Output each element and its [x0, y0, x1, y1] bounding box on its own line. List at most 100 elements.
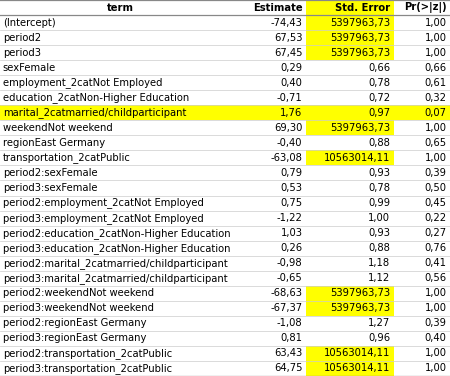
Text: -74,43: -74,43 — [270, 18, 302, 27]
Text: 67,45: 67,45 — [274, 48, 302, 58]
Text: 10563014,11: 10563014,11 — [324, 153, 390, 163]
Text: 1,00: 1,00 — [368, 213, 390, 223]
Bar — [394, 105, 450, 120]
Text: 0,88: 0,88 — [368, 138, 390, 148]
Bar — [0, 346, 241, 361]
Bar — [306, 0, 394, 15]
Text: Estimate: Estimate — [253, 3, 302, 12]
Bar — [0, 30, 241, 45]
Bar — [394, 331, 450, 346]
Text: period2:sexFemale: period2:sexFemale — [3, 168, 97, 178]
Text: regionEast Germany: regionEast Germany — [3, 138, 105, 148]
Bar — [0, 135, 241, 150]
Bar — [241, 180, 306, 196]
Bar — [241, 196, 306, 211]
Text: employment_2catNot Employed: employment_2catNot Employed — [3, 77, 162, 88]
Bar — [241, 165, 306, 180]
Bar — [394, 45, 450, 60]
Text: 1,03: 1,03 — [280, 228, 302, 238]
Bar — [241, 301, 306, 316]
Text: 64,75: 64,75 — [274, 364, 302, 373]
Text: 0,65: 0,65 — [424, 138, 446, 148]
Text: education_2catNon-Higher Education: education_2catNon-Higher Education — [3, 92, 189, 103]
Bar — [394, 271, 450, 286]
Text: 0,76: 0,76 — [424, 243, 446, 253]
Bar — [0, 241, 241, 256]
Text: 1,76: 1,76 — [280, 108, 302, 118]
Text: 1,00: 1,00 — [424, 349, 446, 358]
Bar — [0, 211, 241, 226]
Bar — [306, 165, 394, 180]
Bar — [306, 75, 394, 90]
Text: 1,00: 1,00 — [424, 288, 446, 298]
Bar — [306, 45, 394, 60]
Text: 10563014,11: 10563014,11 — [324, 364, 390, 373]
Text: 1,18: 1,18 — [368, 258, 390, 268]
Bar — [0, 45, 241, 60]
Bar — [394, 165, 450, 180]
Bar — [241, 0, 306, 15]
Bar — [0, 256, 241, 271]
Text: 10563014,11: 10563014,11 — [324, 349, 390, 358]
Text: 0,50: 0,50 — [424, 183, 446, 193]
Bar — [0, 0, 241, 15]
Bar — [241, 60, 306, 75]
Bar — [0, 286, 241, 301]
Text: -1,08: -1,08 — [277, 318, 302, 328]
Bar — [306, 316, 394, 331]
Bar — [241, 150, 306, 165]
Bar — [394, 346, 450, 361]
Bar — [0, 226, 241, 241]
Text: period3: period3 — [3, 48, 40, 58]
Bar — [306, 30, 394, 45]
Bar — [241, 90, 306, 105]
Text: period2:employment_2catNot Employed: period2:employment_2catNot Employed — [3, 197, 203, 209]
Bar — [0, 75, 241, 90]
Bar — [241, 45, 306, 60]
Text: -63,08: -63,08 — [270, 153, 302, 163]
Text: weekendNot weekend: weekendNot weekend — [3, 123, 112, 133]
Text: period3:education_2catNon-Higher Education: period3:education_2catNon-Higher Educati… — [3, 243, 230, 254]
Text: 63,43: 63,43 — [274, 349, 302, 358]
Bar — [241, 346, 306, 361]
Text: 69,30: 69,30 — [274, 123, 302, 133]
Bar — [306, 211, 394, 226]
Text: 5397963,73: 5397963,73 — [330, 123, 390, 133]
Text: 0,66: 0,66 — [424, 63, 446, 73]
Bar — [306, 346, 394, 361]
Bar — [0, 15, 241, 30]
Text: Pr(>|z|): Pr(>|z|) — [404, 2, 446, 13]
Text: 5397963,73: 5397963,73 — [330, 48, 390, 58]
Bar — [306, 105, 394, 120]
Bar — [394, 256, 450, 271]
Text: period3:regionEast Germany: period3:regionEast Germany — [3, 334, 146, 343]
Text: 1,12: 1,12 — [368, 273, 390, 283]
Text: 0,40: 0,40 — [424, 334, 446, 343]
Text: 0,66: 0,66 — [368, 63, 390, 73]
Bar — [394, 241, 450, 256]
Bar — [0, 60, 241, 75]
Bar — [0, 316, 241, 331]
Text: -67,37: -67,37 — [270, 303, 302, 313]
Text: 0,81: 0,81 — [280, 334, 302, 343]
Bar — [394, 75, 450, 90]
Text: 0,99: 0,99 — [368, 198, 390, 208]
Bar — [394, 180, 450, 196]
Bar — [0, 165, 241, 180]
Text: 0,29: 0,29 — [280, 63, 302, 73]
Text: 0,96: 0,96 — [368, 334, 390, 343]
Text: -0,98: -0,98 — [277, 258, 302, 268]
Text: 0,79: 0,79 — [280, 168, 302, 178]
Text: period3:marital_2catmarried/childparticipant: period3:marital_2catmarried/childpartici… — [3, 273, 227, 284]
Bar — [306, 361, 394, 376]
Text: term: term — [107, 3, 134, 12]
Text: period2:transportation_2catPublic: period2:transportation_2catPublic — [3, 348, 172, 359]
Text: 67,53: 67,53 — [274, 33, 302, 42]
Text: period2:regionEast Germany: period2:regionEast Germany — [3, 318, 146, 328]
Text: -68,63: -68,63 — [270, 288, 302, 298]
Text: marital_2catmarried/childparticipant: marital_2catmarried/childparticipant — [3, 107, 186, 118]
Text: 0,39: 0,39 — [424, 168, 446, 178]
Bar — [0, 150, 241, 165]
Bar — [241, 256, 306, 271]
Text: 1,00: 1,00 — [424, 33, 446, 42]
